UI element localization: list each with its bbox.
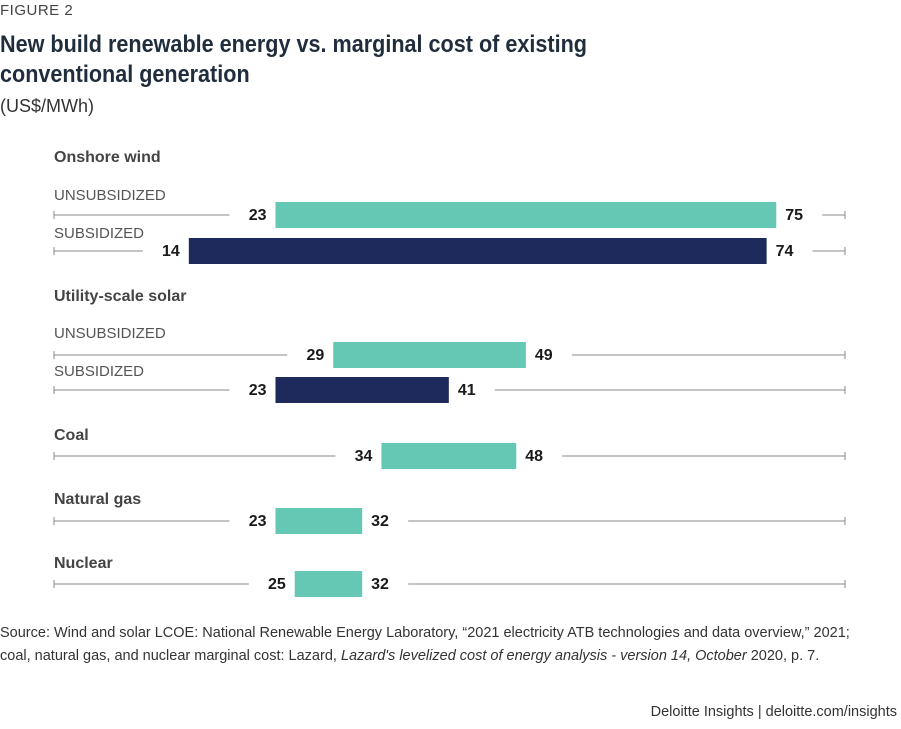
value-label-high-onshore-wind-subsidized: 74 xyxy=(776,243,794,260)
range-bar-onshore-wind-unsubsidized xyxy=(275,202,777,228)
source-italic-text: Lazard's levelized cost of energy analys… xyxy=(340,648,747,664)
label-gap-low-onshore-wind-subsidized xyxy=(142,241,189,261)
label-gap-low-utility-scale-solar-subsidized xyxy=(229,380,276,400)
label-gap-high-natural-gas xyxy=(362,511,409,531)
group-label-coal: Coal xyxy=(54,427,89,444)
range-bar-onshore-wind-subsidized xyxy=(188,238,767,264)
value-label-low-onshore-wind-unsubsidized: 23 xyxy=(249,207,267,224)
range-bar-chart: Onshore wind UNSUBSIDIZED 23 75 SUBSIDIZED 14… xyxy=(53,149,846,597)
source-text: Source: Wind and solar LCOE: National Re… xyxy=(0,625,850,664)
value-label-high-onshore-wind-unsubsidized: 75 xyxy=(785,207,803,224)
group-label-onshore-wind: Onshore wind xyxy=(54,149,161,166)
row-label-utility-scale-solar-unsubsidized: UNSUBSIDIZED xyxy=(54,325,166,342)
value-label-high-natural-gas: 32 xyxy=(371,513,389,530)
range-bar-nuclear xyxy=(294,571,363,597)
range-bar-utility-scale-solar-unsubsidized xyxy=(333,342,526,368)
label-gap-high-utility-scale-solar-subsidized xyxy=(448,380,495,400)
value-label-low-onshore-wind-subsidized: 14 xyxy=(162,243,180,260)
row-label-onshore-wind-subsidized: SUBSIDIZED xyxy=(54,225,144,242)
figure-label: FIGURE 2 xyxy=(0,2,74,19)
label-gap-low-utility-scale-solar-unsubsidized xyxy=(287,345,334,365)
label-gap-high-coal xyxy=(516,446,563,466)
range-bar-utility-scale-solar-subsidized xyxy=(275,377,449,403)
chart-title: New build renewable energy vs. marginal … xyxy=(0,31,587,88)
value-label-high-utility-scale-solar-unsubsidized: 49 xyxy=(535,347,553,364)
value-label-high-utility-scale-solar-subsidized: 41 xyxy=(458,382,476,399)
label-gap-high-onshore-wind-subsidized xyxy=(766,241,813,261)
footer-credit: Deloitte Insights | deloitte.com/insight… xyxy=(650,704,897,720)
value-label-low-coal: 34 xyxy=(355,448,373,465)
source-suffix-text: 2020, p. 7. xyxy=(746,648,820,664)
label-gap-low-natural-gas xyxy=(229,511,276,531)
range-bar-coal xyxy=(381,443,517,469)
row-label-onshore-wind-unsubsidized: UNSUBSIDIZED xyxy=(54,187,166,204)
label-gap-high-nuclear xyxy=(362,574,409,594)
value-label-low-natural-gas: 23 xyxy=(249,513,267,530)
label-gap-low-coal xyxy=(335,446,382,466)
value-label-low-utility-scale-solar-unsubsidized: 29 xyxy=(306,347,324,364)
value-label-high-coal: 48 xyxy=(525,448,543,465)
value-label-low-utility-scale-solar-subsidized: 23 xyxy=(249,382,267,399)
group-label-utility-scale-solar: Utility-scale solar xyxy=(54,288,187,305)
label-gap-low-nuclear xyxy=(248,574,295,594)
label-gap-high-onshore-wind-unsubsidized xyxy=(776,205,823,225)
range-bar-natural-gas xyxy=(275,508,363,534)
group-label-nuclear: Nuclear xyxy=(54,555,113,572)
group-label-natural-gas: Natural gas xyxy=(54,491,141,508)
value-label-low-nuclear: 25 xyxy=(268,576,286,593)
label-gap-low-onshore-wind-unsubsidized xyxy=(229,205,276,225)
label-gap-high-utility-scale-solar-unsubsidized xyxy=(525,345,572,365)
source-note: Source: Wind and solar LCOE: National Re… xyxy=(0,622,880,668)
row-label-utility-scale-solar-subsidized: SUBSIDIZED xyxy=(54,363,144,380)
chart-subtitle: (US$/MWh) xyxy=(0,96,94,116)
value-label-high-nuclear: 32 xyxy=(371,576,389,593)
